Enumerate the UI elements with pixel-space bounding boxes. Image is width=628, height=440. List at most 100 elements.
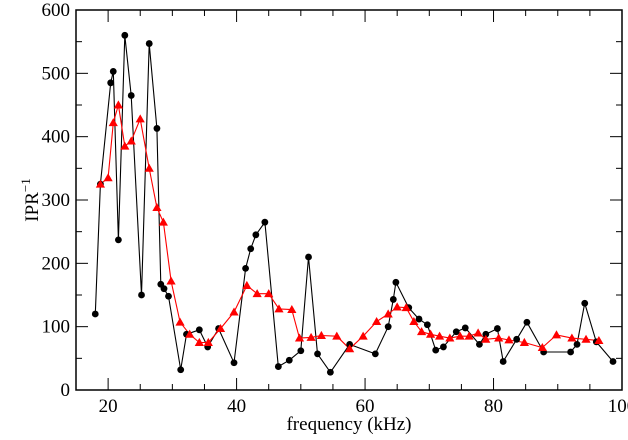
series-2-point xyxy=(481,334,491,343)
series-1-point xyxy=(609,358,617,365)
series-1-point xyxy=(314,350,321,358)
y-tick-label: 0 xyxy=(61,380,71,401)
series-1-point xyxy=(252,231,260,239)
series-1-point xyxy=(285,356,293,364)
x-tick-label: 60 xyxy=(356,396,375,417)
series-1-point xyxy=(482,330,490,338)
x-tick-label: 20 xyxy=(99,396,118,417)
series-1-point xyxy=(91,310,99,318)
series-2-point xyxy=(126,136,136,145)
series-1-point xyxy=(440,343,447,351)
y-tick-label: 500 xyxy=(42,63,71,84)
series-1-point xyxy=(389,296,397,303)
series-1-point xyxy=(109,68,117,75)
series-2-point xyxy=(409,317,419,326)
series-1-point xyxy=(242,265,249,272)
ticks xyxy=(75,9,623,391)
series-2-point xyxy=(581,334,591,343)
series-2-point xyxy=(504,335,514,344)
series-2-point xyxy=(294,333,305,342)
series-1-point xyxy=(567,348,575,356)
series-1-point xyxy=(432,346,440,354)
series-1-point xyxy=(493,325,501,332)
plot-frame xyxy=(75,9,623,391)
series-2-point xyxy=(158,217,168,226)
series-1-point xyxy=(121,31,129,39)
series-2-point xyxy=(306,332,316,341)
series-1-point xyxy=(127,92,135,99)
series-2-point xyxy=(95,179,106,188)
series-1-point xyxy=(326,368,334,376)
series-2-point xyxy=(316,330,326,339)
series-2-point xyxy=(103,173,113,182)
series-2-point xyxy=(166,276,176,285)
series-2-point xyxy=(108,118,118,127)
y-axis-title-superscript: −1 xyxy=(18,178,33,192)
series-1-point xyxy=(415,315,423,323)
series-markers xyxy=(91,31,617,376)
series-1-point xyxy=(384,323,392,331)
y-tick-label: 100 xyxy=(42,317,71,338)
series-1-point xyxy=(581,299,589,307)
series-2-point xyxy=(464,331,474,340)
series-2-point xyxy=(594,336,604,345)
series-2-point xyxy=(537,342,547,352)
series-1-point xyxy=(475,341,483,348)
series-1-point xyxy=(452,328,460,336)
series-2-point xyxy=(494,333,504,342)
series-1-point xyxy=(138,291,145,299)
tick-labels: 20 40 60 80 100 0 100 200 300 400 500 600 xyxy=(42,0,628,417)
series-1-point xyxy=(461,324,469,332)
series-1-point xyxy=(114,236,122,244)
y-axis-title: IPR−1 xyxy=(18,178,43,221)
series-2-point xyxy=(194,337,204,346)
series-1-point xyxy=(160,285,168,293)
series-2-point xyxy=(372,317,382,326)
series-1-point xyxy=(177,366,185,374)
series-1-point xyxy=(371,350,379,358)
series-1-point xyxy=(499,358,507,365)
series-2-point xyxy=(345,344,355,353)
series-2-point xyxy=(425,329,436,338)
series-2-point xyxy=(455,331,465,340)
series-1-point xyxy=(392,278,400,286)
series-2-point xyxy=(274,304,284,313)
x-tick-label: 40 xyxy=(227,396,246,417)
y-tick-label: 300 xyxy=(42,190,71,211)
series-1-point xyxy=(107,79,115,87)
y-tick-label: 400 xyxy=(42,127,71,148)
series-2-point xyxy=(358,331,368,340)
series-2-point xyxy=(175,317,185,326)
series-2-point xyxy=(392,302,402,311)
series-1-point xyxy=(274,363,282,370)
series-2-point xyxy=(551,330,562,339)
series-2-point xyxy=(383,309,393,318)
series-1-point xyxy=(297,347,305,355)
series-2-point xyxy=(287,304,297,314)
series-2-point xyxy=(332,331,342,340)
series-1-point xyxy=(513,335,521,343)
y-axis-title-main: IPR xyxy=(22,192,43,222)
series-1-point xyxy=(573,341,581,348)
y-tick-label: 200 xyxy=(42,253,71,274)
series-1-point xyxy=(261,218,269,226)
series-1-point xyxy=(195,326,203,334)
series-1-point xyxy=(165,292,172,300)
series-2-point xyxy=(264,289,274,298)
series-2-point xyxy=(113,100,123,109)
series-lines xyxy=(94,34,614,373)
x-tick-label: 80 xyxy=(484,396,503,417)
series-1-line xyxy=(94,34,614,373)
series-1-point xyxy=(230,359,238,367)
series-2-point xyxy=(185,329,195,338)
series-1-point xyxy=(305,253,312,261)
series-2-point xyxy=(144,163,154,172)
y-tick-label: 600 xyxy=(42,0,71,21)
series-2-point xyxy=(215,323,226,333)
series-2-point xyxy=(473,328,483,337)
series-2-point xyxy=(152,203,162,212)
series-2-point xyxy=(242,280,252,289)
series-1-point xyxy=(145,40,153,47)
series-2-point xyxy=(434,331,445,340)
